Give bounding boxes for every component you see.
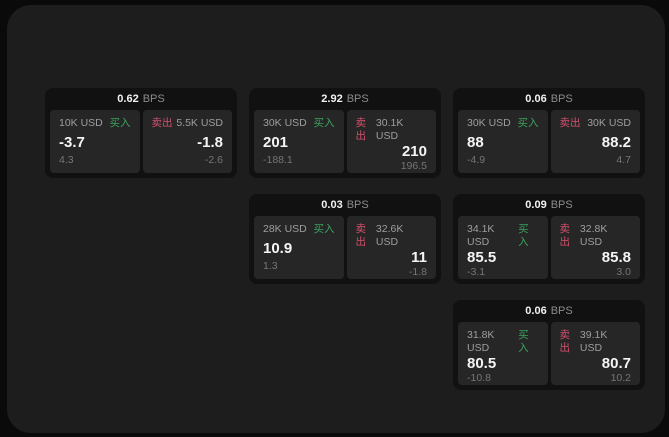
sell-size: 30.1K USD [375,117,404,142]
buy-price: -3.7 [59,133,85,151]
buy-sub-value: -10.8 [467,372,491,384]
sell-sub-value: -1.8 [408,266,427,278]
sell-sub-value: 10.2 [610,372,631,384]
buy-size: 30K USD [467,117,511,129]
sell-size: 39.1K USD [579,329,608,354]
sell-size: 5.5K USD [176,117,223,129]
bps-unit: BPS [550,199,573,211]
buy-size: 10K USD [59,117,103,129]
quote-card: 0.06 BPS 31.8K USD 买入 80.5 -10.8 卖出 39.1… [453,300,645,390]
sell-sub-value: -2.6 [204,154,223,166]
buy-sub-value: -188.1 [263,154,293,166]
sell-label: 卖出 [355,117,367,142]
quote-body: 28K USD 买入 10.9 1.3 卖出 32.6K USD 11 -1.8 [249,216,441,284]
quote-card: 0.09 BPS 34.1K USD 买入 85.5 -3.1 卖出 32.8K… [453,194,645,284]
sell-price: 85.8 [601,249,631,266]
sell-size: 32.6K USD [375,223,404,248]
sell-price: 11 [411,249,427,266]
bps-header: 0.09 BPS [453,194,645,216]
sell-panel[interactable]: 卖出 39.1K USD 80.7 10.2 [550,322,640,385]
sell-price: 210 [401,143,427,160]
quote-card: 0.62 BPS 10K USD 买入 -3.7 4.3 卖出 5.5K USD [45,88,237,178]
sell-size: 30K USD [587,117,631,129]
bps-header: 0.06 BPS [453,300,645,322]
sell-panel[interactable]: 卖出 32.8K USD 85.8 3.0 [550,216,640,279]
bps-value: 2.92 [321,93,343,105]
bps-header: 0.62 BPS [45,88,237,110]
buy-sub-value: 1.3 [263,260,278,272]
bps-header: 0.03 BPS [249,194,441,216]
buy-panel[interactable]: 30K USD 买入 201 -188.1 [254,110,344,173]
sell-panel[interactable]: 卖出 30K USD 88.2 4.7 [550,110,640,173]
buy-panel[interactable]: 10K USD 买入 -3.7 4.3 [50,110,140,173]
buy-label: 买入 [313,223,335,235]
buy-price: 10.9 [263,239,293,257]
quote-body: 34.1K USD 买入 85.5 -3.1 卖出 32.8K USD 85.8… [453,216,645,284]
sell-label: 卖出 [559,329,571,354]
bps-unit: BPS [346,93,369,105]
buy-panel[interactable]: 34.1K USD 买入 85.5 -3.1 [458,216,548,279]
bps-header: 0.06 BPS [453,88,645,110]
bps-unit: BPS [142,93,165,105]
quote-card: 0.03 BPS 28K USD 买入 10.9 1.3 卖出 32.6K US… [249,194,441,284]
buy-price: 80.5 [467,355,497,372]
bps-unit: BPS [346,199,369,211]
buy-label: 买入 [518,329,529,354]
buy-panel[interactable]: 28K USD 买入 10.9 1.3 [254,216,344,279]
buy-label: 买入 [518,223,529,248]
quote-card: 2.92 BPS 30K USD 买入 201 -188.1 卖出 30.1K … [249,88,441,178]
buy-size: 34.1K USD [467,223,495,248]
sell-sub-value: 196.5 [400,160,427,172]
quote-card: 0.06 BPS 30K USD 买入 88 -4.9 卖出 30K USD [453,88,645,178]
buy-panel[interactable]: 30K USD 买入 88 -4.9 [458,110,548,173]
buy-price: 85.5 [467,249,497,266]
sell-label: 卖出 [559,117,581,129]
bps-header: 2.92 BPS [249,88,441,110]
buy-sub-value: 4.3 [59,154,74,166]
bps-value: 0.06 [525,93,547,105]
quote-body: 30K USD 买入 88 -4.9 卖出 30K USD 88.2 4.7 [453,110,645,178]
bps-value: 0.03 [321,199,343,211]
sell-sub-value: 4.7 [616,154,631,166]
quote-body: 10K USD 买入 -3.7 4.3 卖出 5.5K USD -1.8 -2.… [45,110,237,178]
buy-label: 买入 [109,117,131,129]
sell-label: 卖出 [559,223,571,248]
buy-label: 买入 [517,117,539,129]
sell-price: -1.8 [197,133,223,151]
sell-size: 32.8K USD [579,223,608,248]
sell-price: 88.2 [601,133,631,151]
buy-label: 买入 [313,117,335,129]
sell-price: 80.7 [601,355,631,372]
buy-size: 31.8K USD [467,329,495,354]
buy-sub-value: -3.1 [467,266,486,278]
sell-panel[interactable]: 卖出 32.6K USD 11 -1.8 [346,216,436,279]
buy-size: 28K USD [263,223,307,235]
sell-panel[interactable]: 卖出 5.5K USD -1.8 -2.6 [142,110,232,173]
app-window: 0.62 BPS 10K USD 买入 -3.7 4.3 卖出 5.5K USD [7,5,665,433]
quote-body: 30K USD 买入 201 -188.1 卖出 30.1K USD 210 1… [249,110,441,178]
bps-unit: BPS [550,93,573,105]
buy-sub-value: -4.9 [467,154,486,166]
bps-value: 0.06 [525,305,547,317]
quote-body: 31.8K USD 买入 80.5 -10.8 卖出 39.1K USD 80.… [453,322,645,390]
buy-price: 88 [467,133,484,151]
sell-sub-value: 3.0 [616,266,631,278]
sell-label: 卖出 [151,117,173,129]
sell-panel[interactable]: 卖出 30.1K USD 210 196.5 [346,110,436,173]
buy-price: 201 [263,133,289,151]
bps-unit: BPS [550,305,573,317]
buy-size: 30K USD [263,117,307,129]
sell-label: 卖出 [355,223,367,248]
bps-value: 0.09 [525,199,547,211]
buy-panel[interactable]: 31.8K USD 买入 80.5 -10.8 [458,322,548,385]
bps-value: 0.62 [117,93,139,105]
